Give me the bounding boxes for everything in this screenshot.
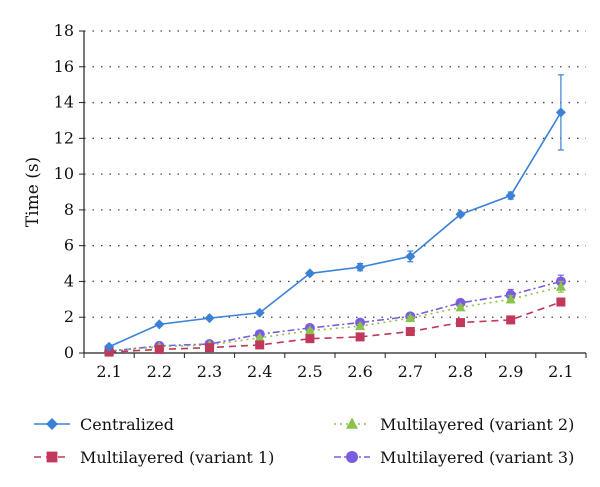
data-point bbox=[555, 281, 566, 291]
legend-label: Multilayered (variant 2) bbox=[380, 415, 574, 434]
legend-item: Multilayered (variant 3) bbox=[334, 448, 574, 467]
x-tick-label: 2.6 bbox=[347, 362, 372, 381]
x-tick-label: 2.5 bbox=[297, 362, 322, 381]
legend-marker bbox=[346, 417, 358, 429]
y-tick-label: 6 bbox=[64, 236, 74, 255]
data-point bbox=[304, 325, 315, 335]
x-tick-label: 2.2 bbox=[147, 362, 172, 381]
legend-label: Multilayered (variant 3) bbox=[380, 448, 574, 467]
x-tick-label: 2.1 bbox=[548, 362, 573, 381]
y-tick-label: 12 bbox=[54, 128, 74, 147]
x-tick-labels: 2.1 2.2 2.3 2.4 2.5 2.6 2.7 2.8 2.9 2.1 bbox=[83, 353, 587, 381]
data-point bbox=[456, 318, 465, 328]
legend-marker bbox=[346, 451, 358, 463]
series-multilayered-variant-2 bbox=[104, 280, 566, 356]
y-tick-label: 18 bbox=[54, 21, 74, 40]
data-point bbox=[405, 312, 416, 323]
legend-item: Centralized bbox=[34, 415, 174, 434]
data-point bbox=[355, 262, 366, 273]
data-point bbox=[254, 307, 265, 318]
x-tick-label: 2.8 bbox=[448, 362, 473, 381]
data-point bbox=[254, 332, 265, 342]
gridlines bbox=[84, 30, 586, 318]
data-point bbox=[506, 315, 516, 325]
data-point bbox=[205, 343, 214, 353]
series-multilayered-variant-1 bbox=[104, 297, 566, 357]
x-tick-label: 2.7 bbox=[398, 362, 423, 381]
data-point bbox=[505, 293, 516, 304]
x-tick-label: 2.4 bbox=[247, 362, 272, 381]
y-tick-label: 2 bbox=[64, 307, 74, 326]
data-point bbox=[405, 327, 415, 337]
legend-item: Multilayered (variant 1) bbox=[34, 448, 274, 467]
data-point bbox=[455, 301, 466, 312]
y-axis-title: Time (s) bbox=[23, 157, 43, 227]
data-point bbox=[355, 320, 366, 331]
legend-label: Centralized bbox=[80, 415, 174, 434]
legend-marker bbox=[46, 418, 58, 430]
data-point bbox=[355, 332, 365, 342]
data-point bbox=[104, 341, 115, 352]
y-tick-labels: 0 2 4 6 8 10 12 14 16 18 bbox=[54, 21, 84, 362]
data-point bbox=[154, 344, 164, 354]
data-point bbox=[455, 209, 466, 220]
data-point bbox=[154, 319, 165, 330]
data-point bbox=[305, 334, 315, 344]
data-point bbox=[104, 347, 114, 357]
series-line bbox=[108, 111, 562, 348]
legend-item: Multilayered (variant 2) bbox=[334, 415, 574, 434]
legend: Centralized Multilayered (variant 1) Multi… bbox=[34, 415, 574, 467]
data-point bbox=[255, 340, 265, 350]
y-tick-label: 4 bbox=[64, 271, 74, 290]
series-line bbox=[109, 280, 562, 353]
y-tick-label: 10 bbox=[54, 164, 74, 183]
data-point bbox=[304, 268, 315, 279]
data-point bbox=[556, 297, 566, 307]
series-line bbox=[109, 301, 562, 353]
data-point bbox=[204, 313, 215, 324]
series-line bbox=[109, 286, 562, 353]
series-layer bbox=[104, 74, 566, 357]
y-tick-label: 14 bbox=[54, 93, 74, 112]
series-multilayered-variant-3 bbox=[104, 274, 566, 357]
y-tick-label: 0 bbox=[64, 343, 74, 362]
legend-marker bbox=[46, 451, 58, 463]
legend-label: Multilayered (variant 1) bbox=[80, 448, 274, 467]
x-tick-label: 2.3 bbox=[197, 362, 222, 381]
series-centralized bbox=[104, 74, 566, 352]
x-tick-label: 2.9 bbox=[498, 362, 523, 381]
data-point bbox=[505, 190, 516, 201]
y-tick-label: 8 bbox=[64, 200, 74, 219]
x-tick-label: 2.1 bbox=[96, 362, 121, 381]
data-point bbox=[405, 251, 416, 262]
data-point bbox=[555, 107, 566, 118]
y-tick-label: 16 bbox=[54, 57, 74, 76]
